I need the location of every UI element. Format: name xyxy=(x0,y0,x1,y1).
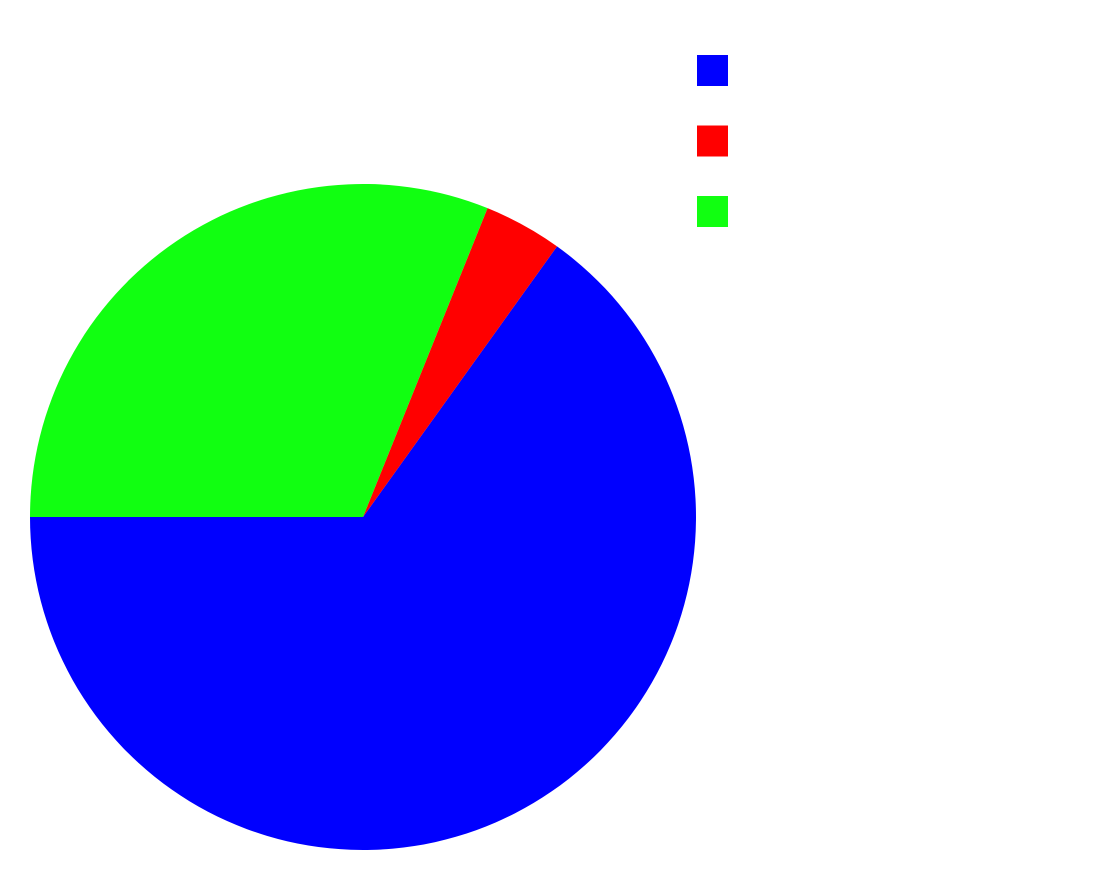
pie-slice-0 xyxy=(30,246,697,851)
legend-swatch-1 xyxy=(697,125,728,157)
legend-swatch-2 xyxy=(697,196,728,227)
legend-swatch-0 xyxy=(697,55,728,86)
pie-slices xyxy=(30,183,697,851)
pie-slice-2 xyxy=(30,183,488,517)
legend xyxy=(697,55,728,227)
pie-slice-1 xyxy=(363,208,558,517)
